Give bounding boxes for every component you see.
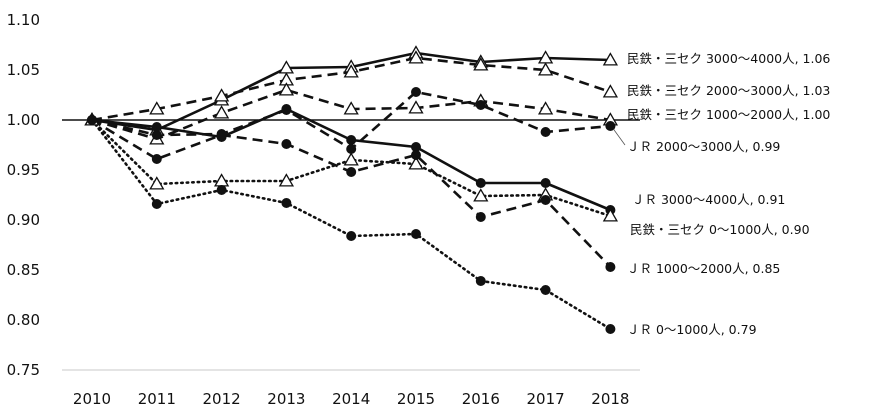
series-label: 民鉄・三セク 2000～3000人, 1.03: [627, 83, 830, 98]
data-point: [343, 152, 359, 166]
data-point: [411, 150, 421, 160]
data-point: [87, 115, 97, 125]
series-labels: 民鉄・三セク 3000～4000人, 1.06 民鉄・三セク 2000～3000人…: [613, 51, 830, 337]
series-label: ＪＲ 1000～2000人, 0.85: [627, 261, 780, 276]
data-point: [475, 276, 486, 286]
y-tick-label: 1.10: [7, 11, 40, 29]
data-point: [151, 199, 162, 209]
data-point: [216, 185, 227, 195]
data-point: [213, 105, 230, 119]
x-tick-label: 2013: [267, 390, 305, 408]
data-point: [537, 62, 554, 76]
y-tick-label: 1.05: [7, 61, 40, 79]
data-point: [602, 208, 619, 222]
data-point: [151, 154, 162, 164]
x-tick-label: 2017: [527, 390, 565, 408]
x-tick-label: 2014: [332, 390, 370, 408]
data-point: [281, 198, 292, 208]
y-tick-label: 0.85: [7, 261, 40, 279]
data-point: [475, 212, 486, 222]
data-point: [281, 104, 292, 114]
data-point: [411, 229, 421, 239]
x-axis-ticks: 2010 2011 2012 2013 2014 2015 2016 2017 2018: [73, 390, 630, 408]
x-tick-label: 2015: [397, 390, 435, 408]
data-point: [475, 100, 486, 110]
data-point: [346, 167, 357, 177]
data-point: [411, 142, 421, 152]
data-point: [540, 178, 551, 188]
data-point: [281, 139, 292, 149]
x-tick-label: 2012: [203, 390, 241, 408]
data-point: [408, 100, 424, 114]
data-point: [475, 178, 486, 188]
data-point: [602, 52, 619, 66]
data-point: [346, 231, 357, 241]
data-point: [473, 188, 489, 202]
data-point: [605, 121, 616, 131]
series-line-7: [90, 118, 612, 331]
data-point: [149, 176, 165, 190]
data-point: [151, 122, 162, 132]
x-tick-label: 2010: [73, 390, 111, 408]
data-point: [605, 324, 616, 334]
data-point: [216, 130, 227, 140]
y-tick-label: 0.75: [7, 361, 40, 379]
x-tick-label: 2011: [138, 390, 176, 408]
series-label: ＪＲ 2000～3000人, 0.99: [627, 139, 780, 154]
data-point: [151, 130, 162, 140]
y-tick-label: 0.80: [7, 311, 40, 329]
label-leader-line: [613, 128, 626, 146]
data-point: [408, 156, 424, 170]
series-label: 民鉄・三セク 0～1000人, 0.90: [630, 222, 810, 237]
data-point: [408, 50, 424, 64]
series-layer: [84, 45, 619, 334]
data-point: [343, 64, 359, 78]
data-point: [537, 101, 554, 115]
data-point: [473, 57, 489, 71]
series-label: 民鉄・三セク 3000～4000人, 1.06: [627, 51, 830, 66]
x-tick-label: 2018: [591, 390, 629, 408]
y-axis-ticks: 0.75 0.80 0.85 0.90 0.95 1.00 1.05 1.10: [7, 11, 40, 379]
y-tick-label: 0.90: [7, 211, 40, 229]
data-point: [602, 84, 619, 98]
y-tick-label: 0.95: [7, 161, 40, 179]
data-point: [540, 285, 551, 295]
series-label: ＪＲ 0～1000人, 0.79: [627, 322, 757, 337]
series-line-5: [90, 118, 612, 218]
x-tick-label: 2016: [462, 390, 500, 408]
data-point: [411, 87, 421, 97]
series-label: 民鉄・三セク 1000～2000人, 1.00: [627, 107, 830, 122]
data-point: [346, 144, 357, 154]
data-point: [605, 262, 616, 272]
data-point: [540, 127, 551, 137]
series-label: ＪＲ 3000～4000人, 0.91: [632, 192, 785, 207]
data-point: [343, 101, 359, 115]
data-point: [346, 135, 357, 145]
data-point: [213, 88, 230, 102]
data-point: [278, 82, 295, 96]
data-point: [540, 195, 551, 205]
data-point: [278, 173, 295, 187]
data-point: [149, 101, 165, 115]
y-tick-label: 1.00: [7, 111, 40, 129]
